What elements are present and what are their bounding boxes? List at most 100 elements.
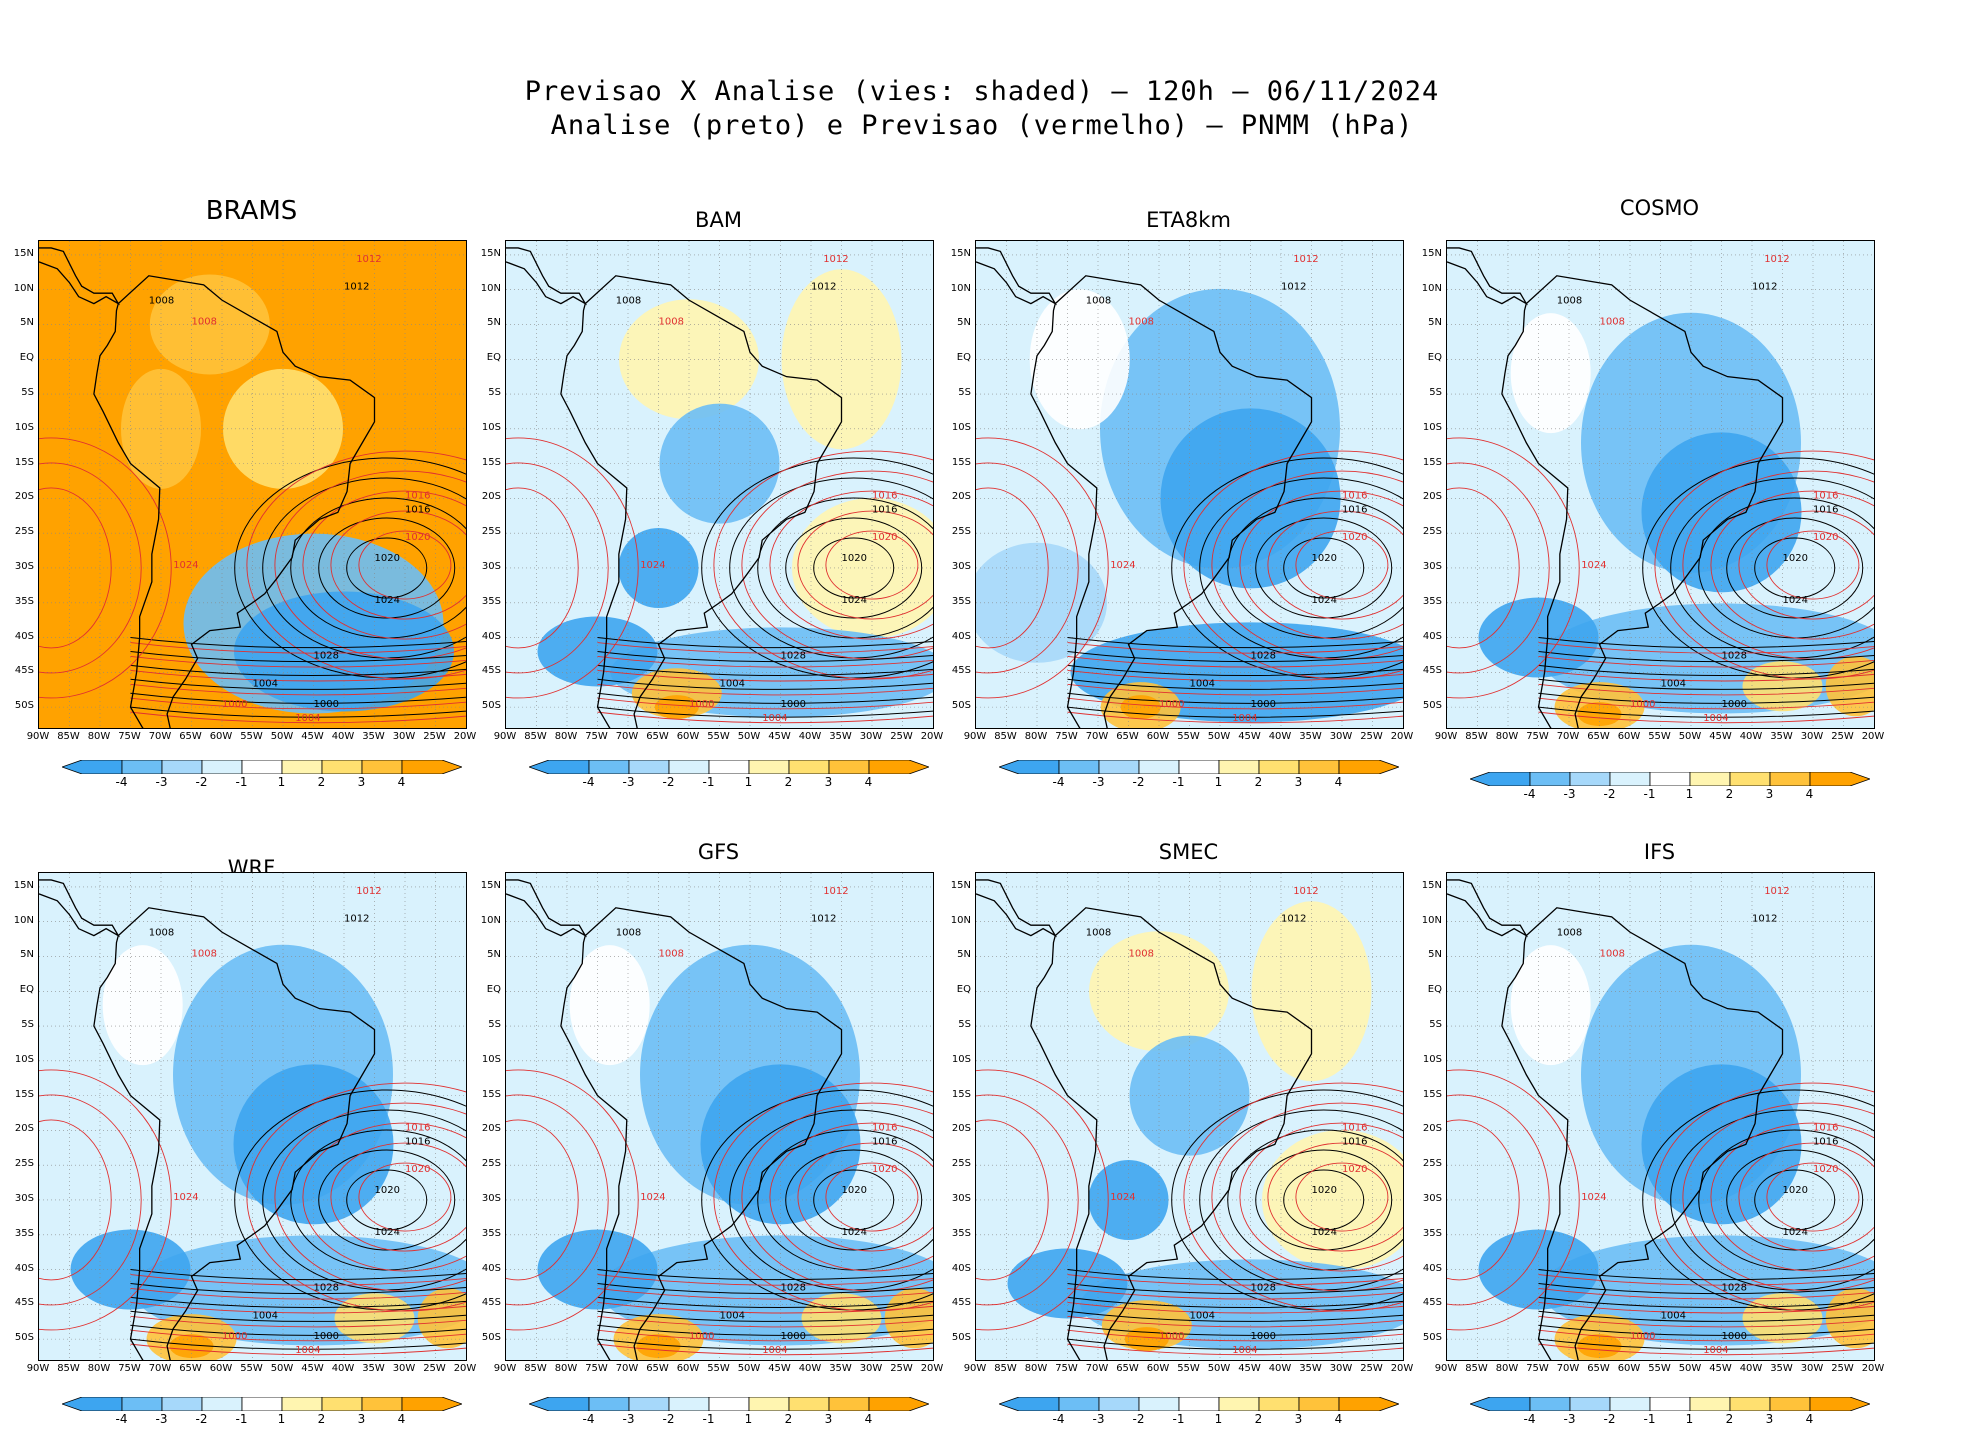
lat-tick-label: EQ: [956, 352, 971, 364]
svg-text:1012: 1012: [356, 254, 381, 265]
svg-text:1028: 1028: [314, 650, 339, 661]
lat-tick-label: 30S: [951, 560, 971, 572]
lon-tick-label: 65W: [1587, 731, 1610, 742]
lon-tick-label: 30W: [859, 1363, 883, 1374]
lat-tick-label: 5S: [488, 1019, 501, 1031]
lat-tick-label: 25S: [1422, 526, 1442, 538]
lon-tick-label: 85W: [524, 731, 547, 742]
lon-tick-label: 20W: [920, 731, 944, 742]
lat-tick-label: 35S: [1422, 1227, 1442, 1239]
colorbar-label: -4: [115, 1412, 128, 1426]
lon-tick-label: 35W: [829, 731, 852, 742]
svg-text:1024: 1024: [1312, 1227, 1337, 1238]
colorbar-label: -3: [1092, 1412, 1105, 1426]
colorbar-label: -2: [1132, 1412, 1145, 1426]
lon-tick-label: 25W: [1360, 731, 1383, 742]
svg-text:1000: 1000: [1630, 699, 1655, 710]
svg-text:1008: 1008: [616, 296, 641, 307]
lon-tick-label: 50W: [1207, 731, 1231, 742]
svg-text:1004: 1004: [1703, 1345, 1728, 1356]
lat-tick-label: 35S: [14, 1227, 34, 1239]
lat-tick-label: 40S: [481, 1262, 501, 1274]
lat-tick-label: 20S: [951, 1123, 971, 1135]
svg-text:1012: 1012: [811, 282, 836, 293]
lon-tick-label: 40W: [1268, 1363, 1292, 1374]
svg-text:1024: 1024: [1581, 560, 1606, 571]
colorbar: [998, 1397, 1399, 1411]
lon-tick-label: 45W: [1709, 1363, 1732, 1374]
lat-tick-label: 35S: [951, 1227, 971, 1239]
lat-tick-label: 25S: [951, 526, 971, 538]
lat-tick-label: 5N: [20, 949, 34, 961]
lon-tick-label: 25W: [423, 1363, 446, 1374]
colorbar-label: -1: [235, 1412, 248, 1426]
colorbar-label: 2: [317, 775, 326, 789]
colorbar-label: 2: [1725, 787, 1734, 801]
panel-title: BAM: [695, 208, 742, 232]
colorbar-label: 3: [1765, 1412, 1774, 1426]
colorbar-label: -1: [702, 775, 715, 789]
colorbar-label: 3: [1765, 787, 1774, 801]
svg-text:1004: 1004: [253, 1310, 278, 1321]
lat-tick-label: 5S: [958, 387, 971, 399]
lat-tick-label: 50S: [481, 1332, 501, 1344]
bias-map: 1008 1012 1016 1020 1024 1028 1000 1004 1008 1012…: [975, 240, 1404, 729]
svg-text:1004: 1004: [1232, 713, 1257, 724]
colorbar-label: 2: [1725, 1412, 1734, 1426]
svg-text:1004: 1004: [1232, 1345, 1257, 1356]
svg-text:1000: 1000: [1722, 699, 1747, 710]
lat-tick-label: 5N: [487, 949, 501, 961]
svg-text:1000: 1000: [222, 1331, 247, 1342]
lon-tick-label: 45W: [301, 1363, 324, 1374]
lon-tick-label: 55W: [240, 731, 263, 742]
lon-tick-label: 40W: [1268, 731, 1292, 742]
lon-tick-label: 35W: [1770, 1363, 1793, 1374]
svg-text:1016: 1016: [405, 1136, 430, 1147]
lon-tick-label: 35W: [1299, 1363, 1322, 1374]
lat-tick-label: 50S: [1422, 700, 1442, 712]
svg-text:1016: 1016: [1342, 504, 1367, 515]
lat-tick-label: 10N: [480, 914, 501, 926]
lat-tick-label: EQ: [1427, 352, 1442, 364]
lon-tick-label: 90W: [493, 1363, 517, 1374]
svg-text:1024: 1024: [375, 1227, 400, 1238]
bias-map: 1008 1012 1016 1020 1024 1028 1000 1004 1008 1012…: [1446, 240, 1875, 729]
lon-tick-label: 80W: [1495, 1363, 1519, 1374]
svg-text:1000: 1000: [1630, 1331, 1655, 1342]
lon-tick-label: 55W: [1177, 1363, 1200, 1374]
svg-text:1024: 1024: [1110, 560, 1135, 571]
lat-tick-label: 15N: [950, 879, 971, 891]
lon-tick-label: 40W: [1739, 1363, 1763, 1374]
lon-tick-label: 65W: [1116, 731, 1139, 742]
lon-tick-label: 45W: [1238, 1363, 1261, 1374]
svg-text:1000: 1000: [1251, 699, 1276, 710]
lon-tick-label: 85W: [994, 1363, 1017, 1374]
lon-tick-label: 65W: [179, 1363, 202, 1374]
lat-tick-label: 5S: [488, 387, 501, 399]
svg-text:1004: 1004: [295, 713, 320, 724]
lat-tick-label: 15S: [481, 456, 501, 468]
lon-tick-label: 45W: [768, 731, 791, 742]
figure-title: Previsao X Analise (vies: shaded) – 120h…: [524, 76, 1440, 107]
colorbar-label: 1: [277, 1412, 286, 1426]
colorbar-label: 4: [1805, 787, 1814, 801]
svg-text:1008: 1008: [1557, 928, 1582, 939]
colorbar-label: 3: [1294, 1412, 1303, 1426]
lon-tick-label: 30W: [392, 1363, 416, 1374]
lon-tick-label: 90W: [26, 731, 50, 742]
colorbar: [1469, 1397, 1870, 1411]
lat-tick-label: 15S: [14, 1088, 34, 1100]
lon-tick-label: 45W: [301, 731, 324, 742]
bias-map: 1008 1012 1016 1020 1024 1028 1000 1004 1008 1012…: [505, 240, 934, 729]
lon-tick-label: 40W: [798, 1363, 822, 1374]
lon-tick-label: 55W: [240, 1363, 263, 1374]
lon-tick-label: 80W: [554, 731, 578, 742]
svg-text:1016: 1016: [1342, 490, 1367, 501]
lon-tick-label: 50W: [1207, 1363, 1231, 1374]
lon-tick-label: 60W: [209, 1363, 233, 1374]
lon-tick-label: 55W: [707, 1363, 730, 1374]
lon-tick-label: 20W: [1861, 731, 1885, 742]
svg-text:1008: 1008: [192, 316, 217, 327]
colorbar-label: 4: [1334, 1412, 1343, 1426]
lon-tick-label: 30W: [1800, 731, 1824, 742]
